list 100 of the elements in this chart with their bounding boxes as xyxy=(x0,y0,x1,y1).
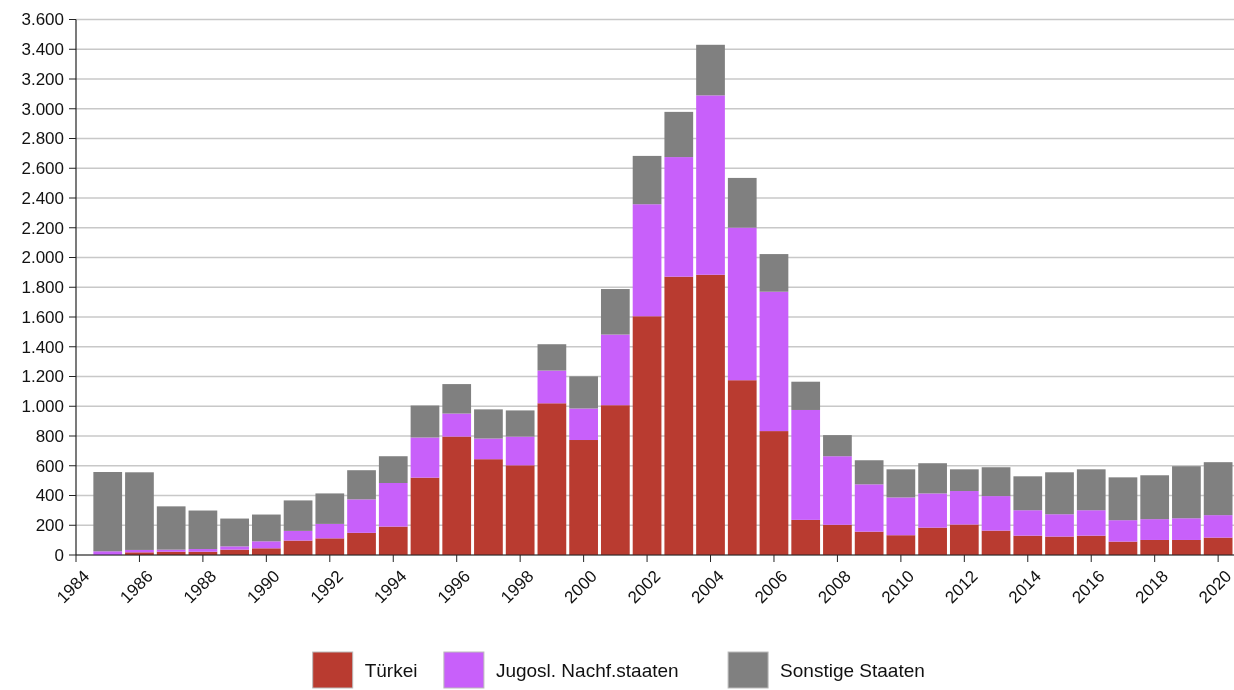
bar xyxy=(886,535,916,555)
bar xyxy=(1140,519,1170,540)
bar xyxy=(886,469,916,498)
bar xyxy=(791,409,821,520)
bar xyxy=(442,384,472,414)
bar xyxy=(1203,462,1233,516)
y-tick-label: 400 xyxy=(35,486,64,506)
bar xyxy=(664,157,694,277)
y-tick-label: 1.200 xyxy=(21,367,64,387)
bar xyxy=(791,381,821,410)
bar xyxy=(696,274,725,555)
y-tick-label: 2.400 xyxy=(21,188,64,208)
bar xyxy=(918,463,947,494)
bar xyxy=(823,524,852,555)
bar xyxy=(1013,476,1043,511)
y-tick-label: 200 xyxy=(35,516,64,536)
bar xyxy=(600,405,630,555)
bar xyxy=(220,518,249,547)
bar xyxy=(347,470,376,500)
legend-label: Jugosl. Nachf.staaten xyxy=(495,659,679,681)
bar xyxy=(854,484,884,532)
bar xyxy=(727,227,757,381)
bar xyxy=(823,435,852,457)
y-tick-label: 1.800 xyxy=(21,278,64,298)
bar xyxy=(283,530,313,541)
bar xyxy=(854,460,884,485)
y-tick-label: 2.600 xyxy=(21,159,64,179)
bar xyxy=(378,526,408,555)
bar xyxy=(410,477,440,555)
bar xyxy=(1045,514,1074,537)
bar xyxy=(632,316,662,555)
bar xyxy=(918,493,947,528)
bar xyxy=(569,376,598,409)
bar xyxy=(759,431,789,555)
bar xyxy=(474,409,503,439)
bar xyxy=(442,413,472,437)
bar xyxy=(251,541,281,549)
bar xyxy=(600,289,630,335)
y-tick-label: 3.600 xyxy=(21,10,64,30)
bar xyxy=(1172,539,1201,555)
bar xyxy=(537,403,567,555)
bar xyxy=(918,527,947,555)
bar xyxy=(251,548,281,555)
y-tick-label: 2.200 xyxy=(21,218,64,238)
y-tick-label: 1.400 xyxy=(21,337,64,357)
bar xyxy=(1172,518,1201,540)
y-tick-label: 1.000 xyxy=(21,397,64,417)
bar xyxy=(1013,510,1043,536)
bar xyxy=(220,546,249,550)
bar xyxy=(315,523,345,539)
bar xyxy=(886,497,916,536)
y-tick-label: 600 xyxy=(35,456,64,476)
bar xyxy=(315,538,345,555)
bar xyxy=(315,493,345,524)
bar xyxy=(347,499,376,533)
bar xyxy=(759,291,789,432)
bar xyxy=(1140,475,1170,520)
bar xyxy=(823,456,852,525)
bar xyxy=(1076,510,1106,536)
bar xyxy=(696,95,725,275)
bar xyxy=(949,469,979,492)
bar xyxy=(600,334,630,406)
bar xyxy=(727,177,757,228)
y-tick-label: 1.600 xyxy=(21,307,64,327)
bar xyxy=(1045,536,1074,555)
bar xyxy=(347,532,376,555)
bar xyxy=(1203,515,1233,538)
bar xyxy=(537,344,567,371)
bar xyxy=(378,456,408,484)
y-tick-label: 3.000 xyxy=(21,99,64,119)
y-tick-label: 0 xyxy=(54,545,64,565)
bar xyxy=(1172,466,1201,519)
bar xyxy=(1108,477,1138,521)
bar xyxy=(696,44,725,96)
y-tick-label: 800 xyxy=(35,426,64,446)
bar xyxy=(505,465,535,555)
bar xyxy=(759,254,789,292)
bar xyxy=(569,440,598,555)
legend-label: Sonstige Staaten xyxy=(780,659,925,681)
bar xyxy=(410,405,440,438)
bar xyxy=(1013,535,1043,555)
bar xyxy=(981,467,1011,497)
y-tick-label: 2.800 xyxy=(21,129,64,149)
bar xyxy=(442,436,472,555)
bar xyxy=(949,491,979,525)
bar xyxy=(474,438,503,460)
bar xyxy=(981,496,1011,531)
bar xyxy=(93,472,123,552)
bar xyxy=(125,472,154,550)
bar xyxy=(664,111,694,158)
bar xyxy=(410,437,440,478)
bar xyxy=(632,204,662,317)
bar xyxy=(791,519,821,555)
y-tick-label: 3.200 xyxy=(21,69,64,89)
bar xyxy=(1203,537,1233,555)
bar xyxy=(1076,469,1106,511)
bar xyxy=(1108,520,1138,542)
bar xyxy=(854,531,884,555)
bar xyxy=(1140,539,1170,555)
bar xyxy=(537,370,567,404)
